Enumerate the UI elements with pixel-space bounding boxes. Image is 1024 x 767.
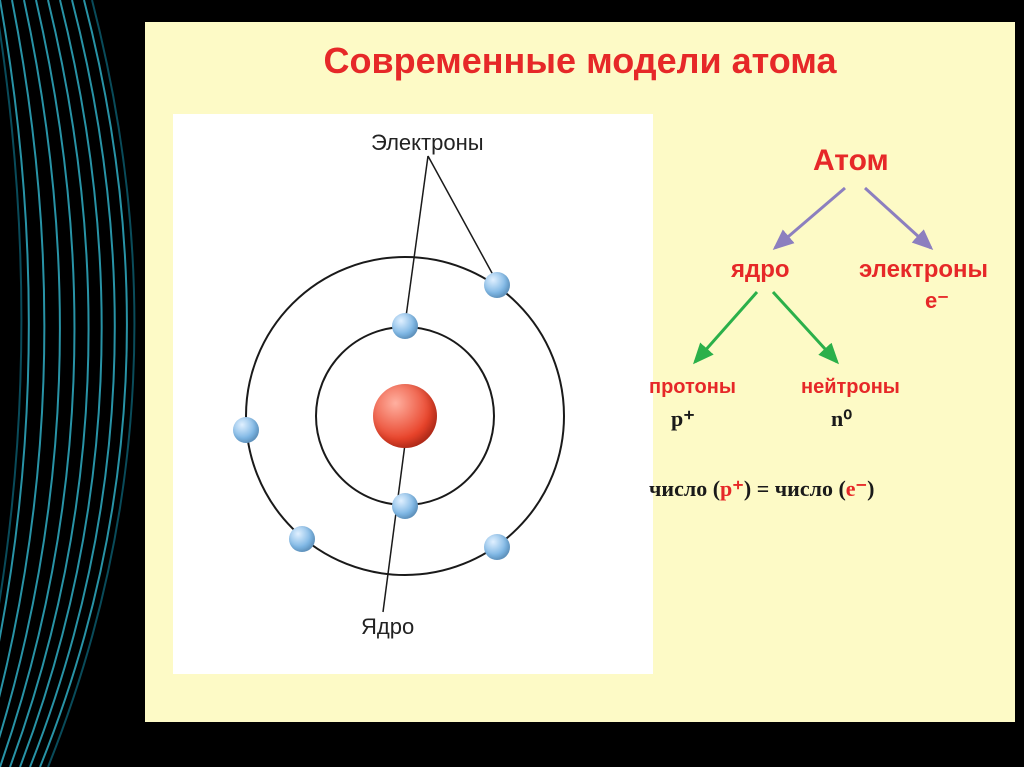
tree-electrons: электроны bbox=[859, 256, 988, 284]
electron bbox=[392, 313, 418, 339]
label-nucleus: Ядро bbox=[361, 614, 414, 640]
slide-title: Современные модели атома bbox=[145, 40, 1015, 82]
slide: Современные модели атома Электроны Ядро … bbox=[145, 22, 1015, 722]
tree-neutrons-sym: n⁰ bbox=[831, 406, 852, 432]
tree-nucleus: ядро bbox=[731, 256, 790, 284]
tree-equation: число (p⁺) = число (e⁻) bbox=[649, 476, 875, 502]
tree-electrons-sym: e⁻ bbox=[925, 288, 949, 314]
tree-atom: Атом bbox=[813, 144, 889, 178]
tree-neutrons: нейтроны bbox=[801, 376, 900, 399]
tree-protons: протоны bbox=[649, 376, 736, 399]
electron bbox=[484, 272, 510, 298]
electron bbox=[233, 417, 259, 443]
tree-protons-sym: p⁺ bbox=[671, 406, 695, 432]
electron bbox=[289, 526, 315, 552]
nucleus bbox=[373, 384, 437, 448]
arrows-top bbox=[745, 184, 965, 264]
atom-diagram: Электроны Ядро bbox=[173, 114, 653, 674]
electron bbox=[484, 534, 510, 560]
concept-tree: Атом ядро электроны e⁻ протоны нейтроны bbox=[705, 144, 1024, 654]
electron bbox=[392, 493, 418, 519]
arrows-mid bbox=[665, 288, 885, 378]
